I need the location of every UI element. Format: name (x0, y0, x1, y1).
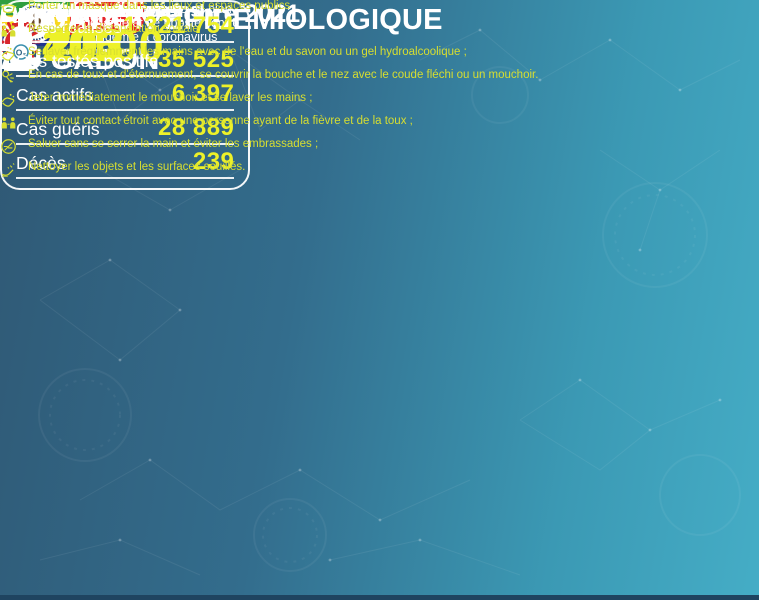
stat-value: 105 (42, 20, 121, 71)
cumul-row-label: Tests réalisés (16, 17, 123, 37)
stat-value: 4 (42, 20, 69, 71)
avoid-contact-icon (1, 117, 16, 129)
hand-washing-icon (1, 47, 15, 61)
recommendation-item: Éviter tout contact étroit avec une pers… (0, 115, 538, 132)
recommendation-text: En cas de toux et d'éternuement, se couv… (28, 69, 539, 81)
recommendation-item: Porter un masque dans les lieux et espac… (0, 0, 538, 17)
org-name: Comité de pilotage du plan de veille et … (83, 2, 239, 44)
recommendation-item: En cas de toux et d'éternuement, se couv… (0, 69, 538, 86)
stat-value: 107 (47, 20, 126, 71)
clean-surfaces-icon (1, 163, 15, 177)
cough-elbow-icon (2, 70, 14, 83)
recommendation-item: Respecter la distanciation sociale (0, 23, 538, 40)
cumul-row-value: 35 525 (158, 46, 235, 73)
stat-label: Réanimation (42, 0, 163, 22)
cumul-row-value: 28 889 (158, 114, 235, 141)
page-title-line1: SITUATION ÉPIDÉMIOLOGIQUE (0, 4, 443, 36)
cumul-row-label: Cas actifs (16, 85, 93, 105)
stat-label: Tests réalisés (47, 0, 178, 22)
discard-tissue-icon (1, 93, 15, 107)
stat-value: 24 (42, 20, 95, 71)
stat-label: Décès (42, 0, 101, 22)
cumul-row-label: Cas guéris (16, 119, 100, 139)
recommendation-text: Se laver fréquemment les mains avec de l… (28, 46, 467, 58)
cumul-row-cas-testes-positifs: Cas testés positifs 35 525 (16, 43, 235, 77)
svg-text:O₂: O₂ (16, 48, 27, 58)
cumul-row-label: Décès (16, 153, 66, 173)
cumul-row-cas-gueris: Cas guéris 28 889 (16, 111, 235, 145)
stat-label: Guérisons (42, 0, 141, 22)
no-handshake-icon (1, 139, 16, 154)
org-separator (74, 2, 76, 44)
recommendation-text: Respecter la distanciation sociale (28, 23, 199, 35)
recommendation-item: Se laver fréquemment les mains avec de l… (0, 46, 538, 63)
cumul-row-label: Cas testés positifs (16, 51, 158, 71)
stat-value: 273 (47, 20, 126, 71)
recommendation-text: Saluer sans se serrer la main et éviter … (28, 138, 319, 150)
recommendation-text: Nettoyer les objets et les surfaces soui… (28, 161, 246, 173)
social-distancing-icon (1, 25, 16, 37)
period-label: Du 27 au 28 octobre 2021 (0, 0, 301, 28)
recommendation-text: Jeter immédiatement le mouchoir et se la… (28, 92, 313, 104)
recommendation-item: Jeter immédiatement le mouchoir et se la… (0, 92, 538, 109)
stat-label: Hospitalisations (47, 0, 202, 22)
cumul-row-value: 1 321 754 (123, 12, 235, 39)
cumul-row-cas-actifs: Cas actifs 6 397 (16, 77, 235, 111)
recommendation-text: Éviter tout contact étroit avec une pers… (28, 115, 413, 127)
stat-label: Nouveaux cas (47, 0, 182, 22)
cumul-table: Tests réalisés 1 321 754 Cas testés posi… (0, 0, 251, 190)
recommendation-item: Saluer sans se serrer la main et éviter … (0, 138, 538, 155)
org-name-line: l'épidémie à coronavirus (83, 30, 218, 44)
org-name-line: Comité de pilotage du plan (83, 2, 232, 16)
stat-value: 7 100 (47, 20, 165, 71)
cumul-row-deces: Décès 239 (16, 145, 235, 179)
recommendation-item: Nettoyer les objets et les surfaces soui… (0, 161, 538, 178)
recommendations-list: Porter un masque dans les lieux et espac… (0, 0, 538, 178)
cumul-row-value: 6 397 (171, 80, 235, 107)
org-name-line: de veille et de riposte contre (83, 16, 240, 30)
cumul-row-tests-realises: Tests réalisés 1 321 754 (16, 9, 235, 43)
bottom-bar (0, 595, 759, 600)
stat-reanimation: O₂ Réanimation 24 (0, 0, 225, 71)
recommendation-text: Porter un masque dans les lieux et espac… (28, 0, 291, 12)
cumul-row-value: 239 (192, 148, 235, 175)
mask-icon (0, 4, 17, 14)
